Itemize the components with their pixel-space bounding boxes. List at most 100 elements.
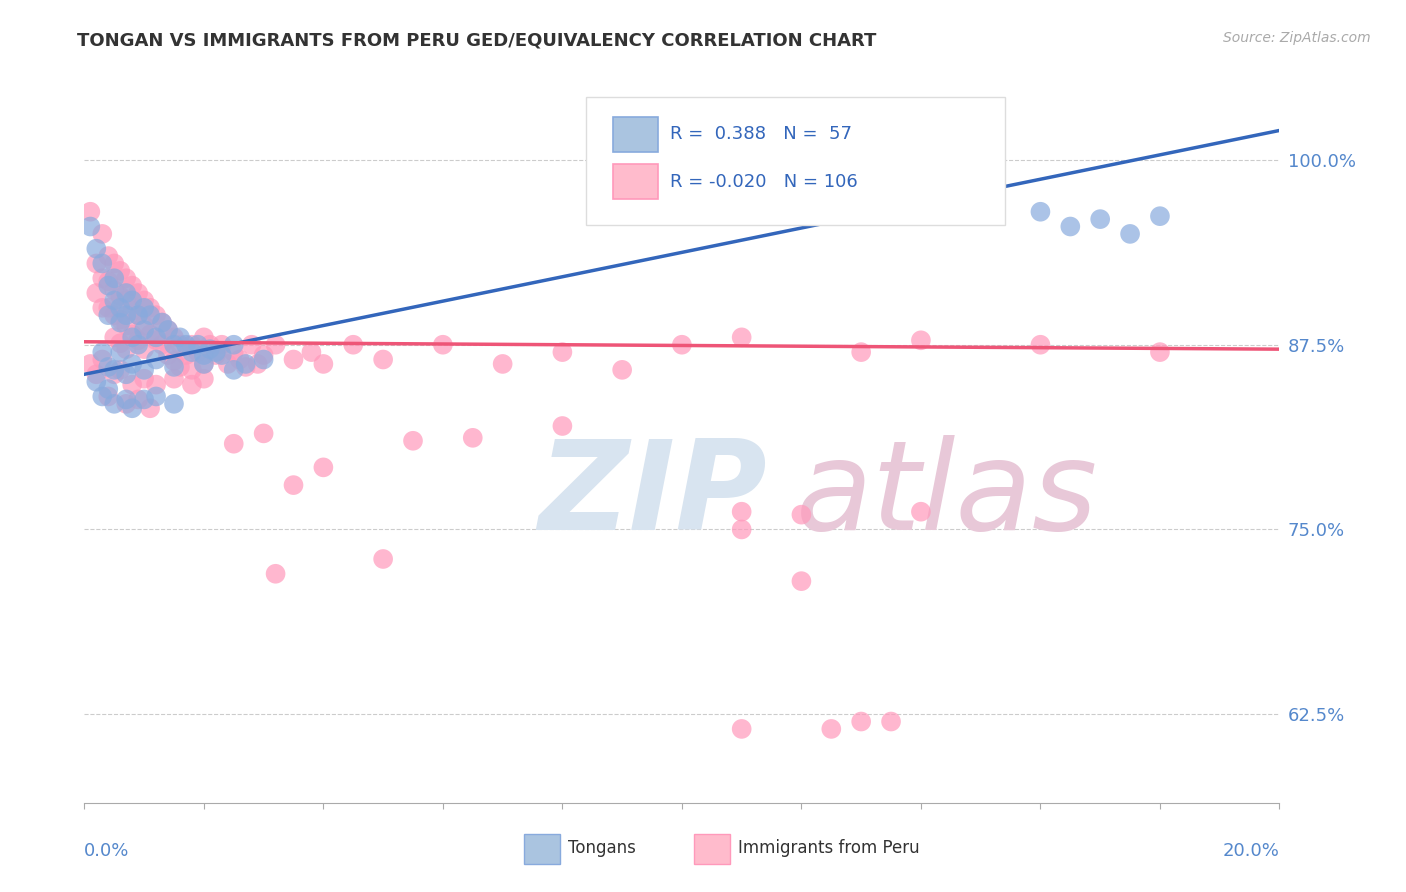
Point <box>132 293 156 308</box>
Point <box>181 377 204 392</box>
Point <box>145 377 167 392</box>
Point <box>163 337 186 351</box>
Point <box>103 330 125 344</box>
Point <box>127 392 149 407</box>
Point <box>163 397 186 411</box>
Point <box>91 345 114 359</box>
Point <box>187 345 209 359</box>
Point <box>97 278 120 293</box>
Point <box>127 285 149 300</box>
Point <box>103 271 125 285</box>
Point <box>612 363 634 377</box>
Point <box>222 337 245 351</box>
Point <box>115 392 138 407</box>
Point <box>851 714 873 729</box>
Point <box>283 478 305 492</box>
Point <box>1090 212 1112 227</box>
Point <box>432 337 454 351</box>
Point <box>86 242 108 256</box>
Point <box>121 327 143 342</box>
Point <box>86 368 108 382</box>
Point <box>103 256 125 270</box>
Point <box>169 359 191 374</box>
Point <box>253 348 276 362</box>
Point <box>145 330 167 344</box>
Point <box>910 333 932 347</box>
Point <box>264 566 287 581</box>
Text: TONGAN VS IMMIGRANTS FROM PERU GED/EQUIVALENCY CORRELATION CHART: TONGAN VS IMMIGRANTS FROM PERU GED/EQUIV… <box>77 31 877 49</box>
Point <box>139 401 162 416</box>
Text: 20.0%: 20.0% <box>1223 842 1279 860</box>
Point <box>174 348 197 362</box>
Point <box>198 342 221 356</box>
Point <box>145 308 167 322</box>
Point <box>235 357 257 371</box>
Point <box>103 308 125 322</box>
Point <box>132 323 156 337</box>
Point <box>121 278 143 293</box>
Point <box>97 301 120 315</box>
Point <box>110 289 132 303</box>
Point <box>127 337 149 351</box>
Point <box>103 368 125 382</box>
Point <box>132 392 156 407</box>
Point <box>127 333 149 347</box>
Point <box>790 508 813 522</box>
Point <box>110 336 132 351</box>
Point <box>97 274 120 288</box>
Point <box>132 372 156 386</box>
Point <box>217 357 239 371</box>
Point <box>110 312 132 326</box>
Point <box>115 342 138 356</box>
Point <box>301 345 323 359</box>
Point <box>132 301 156 315</box>
Point <box>193 348 215 362</box>
Point <box>402 434 425 448</box>
Bar <box>524 834 560 863</box>
Point <box>163 359 186 374</box>
Point <box>820 722 842 736</box>
Point <box>492 357 515 371</box>
Point <box>91 256 114 270</box>
Bar <box>613 164 658 200</box>
Point <box>86 375 108 389</box>
Point <box>97 249 120 263</box>
Text: Immigrants from Peru: Immigrants from Peru <box>738 839 920 857</box>
Point <box>181 363 204 377</box>
Point <box>121 330 143 344</box>
Point <box>115 285 138 300</box>
Point <box>1149 209 1171 223</box>
Point <box>169 337 191 351</box>
Point <box>132 363 156 377</box>
Point <box>551 419 574 434</box>
Point <box>115 293 138 308</box>
Point <box>150 337 173 351</box>
Point <box>551 345 574 359</box>
Point <box>181 345 204 359</box>
Point <box>163 354 186 368</box>
Bar <box>695 834 730 863</box>
Point <box>91 352 114 367</box>
Point <box>253 352 276 367</box>
Point <box>150 316 173 330</box>
Point <box>97 308 120 322</box>
Point <box>731 505 754 519</box>
Point <box>1059 219 1081 234</box>
Point <box>342 337 364 351</box>
Point <box>157 348 180 362</box>
Point <box>103 397 125 411</box>
Point <box>222 345 245 359</box>
Point <box>79 219 101 234</box>
Point <box>461 431 484 445</box>
Point <box>235 359 257 374</box>
Point <box>121 377 143 392</box>
Point <box>731 722 754 736</box>
Point <box>145 389 167 403</box>
Point <box>127 308 149 322</box>
Text: R =  0.388   N =  57: R = 0.388 N = 57 <box>671 125 852 144</box>
Point <box>139 301 162 315</box>
Point <box>115 308 138 322</box>
Point <box>132 318 156 333</box>
Point <box>91 301 114 315</box>
Point <box>132 342 156 356</box>
